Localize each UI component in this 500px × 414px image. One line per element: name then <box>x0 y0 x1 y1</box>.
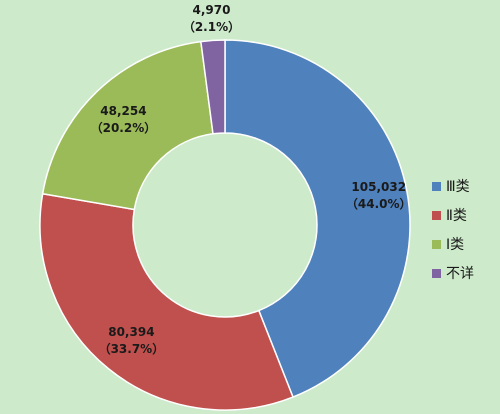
legend-item-class-2: Ⅱ类 <box>432 205 498 225</box>
legend-label: Ⅲ类 <box>446 179 470 195</box>
slice-percent-label-1: （33.7%） <box>99 341 165 356</box>
slice-percent-label-0: （44.0%） <box>346 196 412 211</box>
pie-slice-0 <box>224 39 411 399</box>
chart-legend: Ⅲ类 Ⅱ类 Ⅰ类 不详 <box>432 176 498 292</box>
pie-slice-2 <box>41 40 214 211</box>
legend-label: Ⅰ类 <box>446 237 465 253</box>
pie-slice-3 <box>200 39 226 135</box>
legend-swatch <box>432 239 441 249</box>
legend-item-unknown: 不详 <box>432 263 498 283</box>
slice-percent-label-3: （2.1%） <box>183 19 240 34</box>
legend-label: Ⅱ类 <box>446 208 467 224</box>
legend-swatch <box>432 210 441 220</box>
legend-swatch <box>432 181 441 191</box>
legend-label: 不详 <box>446 266 474 282</box>
slice-value-label-2: 48,254 <box>100 104 146 118</box>
slice-percent-label-2: （20.2%） <box>91 120 157 135</box>
slice-value-label-3: 4,970 <box>192 3 230 17</box>
legend-swatch <box>432 268 441 278</box>
slice-value-label-1: 80,394 <box>108 325 154 339</box>
legend-item-class-1: Ⅰ类 <box>432 234 498 254</box>
legend-item-class-3: Ⅲ类 <box>432 176 498 196</box>
pie-slice-1 <box>39 192 294 411</box>
slice-value-label-0: 105,032 <box>351 180 406 194</box>
